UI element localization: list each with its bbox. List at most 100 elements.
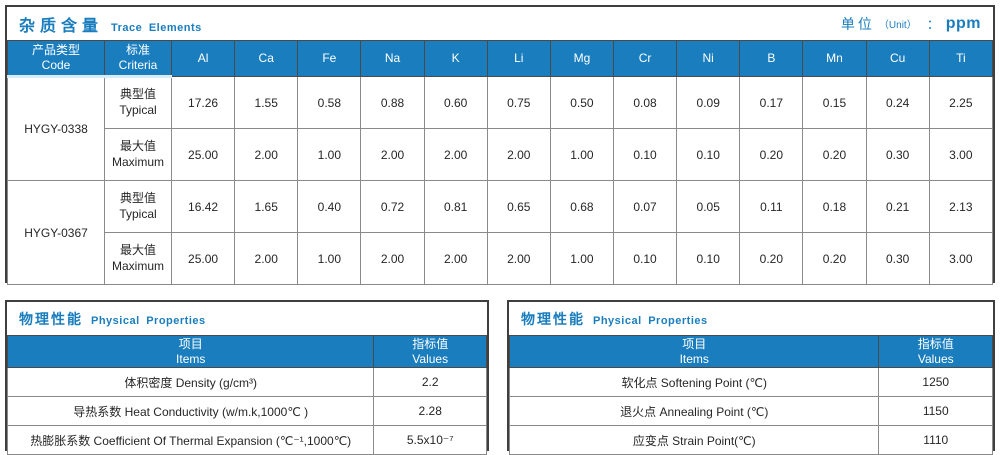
value-cell: 0.65: [486, 180, 551, 233]
value-cell: 1.55: [234, 76, 299, 129]
criteria-typical-cn: 典型值: [119, 190, 156, 205]
col-header-cr: Cr: [612, 40, 678, 77]
value-cell: 1.00: [297, 128, 362, 181]
section-title-en: Physical Properties: [91, 314, 206, 327]
section-title-cn: 物理性能: [19, 310, 83, 327]
value-cell: 0.88: [360, 76, 425, 129]
trace-section-header: 杂质含量 Trace Elements 单位 （Unit） ： ppm: [7, 7, 993, 40]
col-header-code-cn: 产品类型: [31, 43, 80, 57]
col-header-na: Na: [360, 40, 425, 77]
product-code-cell: HYGY-0338: [7, 76, 105, 181]
value-cell: 2.00: [360, 128, 425, 181]
table-row: 软化点 Softening Point (℃) 1250: [508, 367, 993, 397]
value-cell: 0.10: [612, 232, 678, 285]
section-title: 杂质含量 Trace Elements: [19, 12, 202, 36]
value-cell: 25.00: [170, 232, 236, 285]
col-header-al: Al: [170, 40, 236, 77]
value-cell: 0.20: [739, 128, 804, 181]
criteria-cell-typical: 典型值 Typical: [104, 76, 172, 129]
col-header-items-en: Items: [679, 351, 709, 366]
item-cell: 体积密度 Density (g/cm³): [6, 367, 375, 397]
unit-label-en: （Unit）: [878, 20, 917, 31]
col-header-criteria-cn: 标准: [125, 43, 150, 57]
value-cell: 0.72: [360, 180, 425, 233]
col-header-values-en: Values: [917, 351, 954, 366]
col-header-values: 指标值 Values: [373, 335, 487, 368]
value-cell: 25.00: [170, 128, 236, 181]
value-cell: 16.42: [170, 180, 236, 233]
value-cell: 0.20: [802, 232, 867, 285]
value-cell: 1250: [878, 367, 993, 397]
value-cell: 0.81: [423, 180, 488, 233]
value-cell: 0.75: [486, 76, 551, 129]
trace-elements-section: 杂质含量 Trace Elements 单位 （Unit） ： ppm 产品类型 …: [5, 5, 995, 285]
section-title-cn: 杂质含量: [19, 17, 104, 35]
value-cell: 0.17: [739, 76, 804, 129]
item-cell: 退火点 Annealing Point (℃): [508, 396, 880, 426]
table-row: 应变点 Strain Point(℃) 1110: [508, 425, 993, 455]
value-cell: 2.13: [928, 180, 994, 233]
col-header-criteria-en: Criteria: [118, 58, 158, 72]
col-header-code-en: Code: [41, 58, 71, 72]
value-cell: 2.25: [928, 76, 994, 129]
value-cell: 0.68: [549, 180, 614, 233]
value-cell: 0.21: [865, 180, 930, 233]
criteria-typical-cn: 典型值: [119, 87, 156, 102]
section-title-en: Trace Elements: [111, 21, 202, 34]
item-cell: 热膨胀系数 Coefficient Of Thermal Expansion (…: [6, 425, 375, 455]
value-cell: 2.00: [360, 232, 425, 285]
section-title: 物理性能 Physical Properties: [19, 309, 206, 329]
value-cell: 3.00: [928, 232, 994, 285]
criteria-cell-maximum: 最大值 Maximum: [104, 232, 172, 285]
section-title-en: Physical Properties: [593, 314, 708, 327]
physical-properties-table-right: 项目 Items 指标值 Values 软化点 Softening Point …: [508, 335, 993, 455]
value-cell: 0.11: [739, 180, 804, 233]
value-cell: 1.00: [297, 232, 362, 285]
criteria-cell-maximum: 最大值 Maximum: [104, 128, 172, 181]
table-row: 热膨胀系数 Coefficient Of Thermal Expansion (…: [6, 425, 487, 455]
criteria-typical-en: Typical: [119, 206, 157, 221]
table-row: 体积密度 Density (g/cm³) 2.2: [6, 367, 487, 397]
col-header-ca: Ca: [234, 40, 299, 77]
value-cell: 0.30: [865, 128, 930, 181]
value-cell: 3.00: [928, 128, 994, 181]
physical-properties-table-left: 项目 Items 指标值 Values 体积密度 Density (g/cm³)…: [6, 335, 487, 455]
value-cell: 0.05: [676, 180, 741, 233]
value-cell: 1.00: [549, 232, 614, 285]
criteria-maximum-cn: 最大值: [119, 138, 156, 153]
table-row: 最大值 Maximum 25.00 2.00 1.00 2.00 2.00 2.…: [8, 232, 994, 285]
col-header-values: 指标值 Values: [878, 335, 993, 368]
value-cell: 0.10: [676, 232, 741, 285]
col-header-items-cn: 项目: [178, 336, 203, 351]
value-cell: 0.08: [612, 76, 678, 129]
item-cell: 软化点 Softening Point (℃): [508, 367, 880, 397]
trace-elements-table: 产品类型 Code 标准 Criteria Al Ca Fe Na K Li M…: [7, 40, 994, 285]
col-header-mn: Mn: [802, 40, 867, 77]
value-cell: 2.00: [423, 128, 488, 181]
unit-label: 单位 （Unit） ： ppm: [841, 14, 981, 34]
col-header-b: B: [739, 40, 804, 77]
value-cell: 1110: [878, 425, 993, 455]
value-cell: 0.20: [802, 128, 867, 181]
value-cell: 0.20: [739, 232, 804, 285]
value-cell: 0.10: [612, 128, 678, 181]
criteria-maximum-cn: 最大值: [119, 242, 156, 257]
col-header-values-cn: 指标值: [917, 336, 954, 351]
criteria-maximum-en: Maximum: [111, 258, 164, 273]
unit-value: ppm: [945, 14, 981, 32]
value-cell: 5.5x10⁻⁷: [373, 425, 487, 455]
col-header-mg: Mg: [549, 40, 614, 77]
physical-properties-section-left: 物理性能 Physical Properties 项目 Items 指标值 Val…: [5, 300, 489, 455]
value-cell: 0.18: [802, 180, 867, 233]
col-header-ni: Ni: [676, 40, 741, 77]
value-cell: 0.07: [612, 180, 678, 233]
unit-label-cn: 单位: [840, 15, 875, 32]
value-cell: 1150: [878, 396, 993, 426]
col-header-values-en: Values: [412, 351, 449, 366]
physical-properties-section-right: 物理性能 Physical Properties 项目 Items 指标值 Val…: [507, 300, 995, 455]
col-header-li: Li: [486, 40, 551, 77]
value-cell: 0.24: [865, 76, 930, 129]
value-cell: 0.09: [676, 76, 741, 129]
phys-header-row: 项目 Items 指标值 Values: [6, 335, 487, 368]
value-cell: 0.30: [865, 232, 930, 285]
